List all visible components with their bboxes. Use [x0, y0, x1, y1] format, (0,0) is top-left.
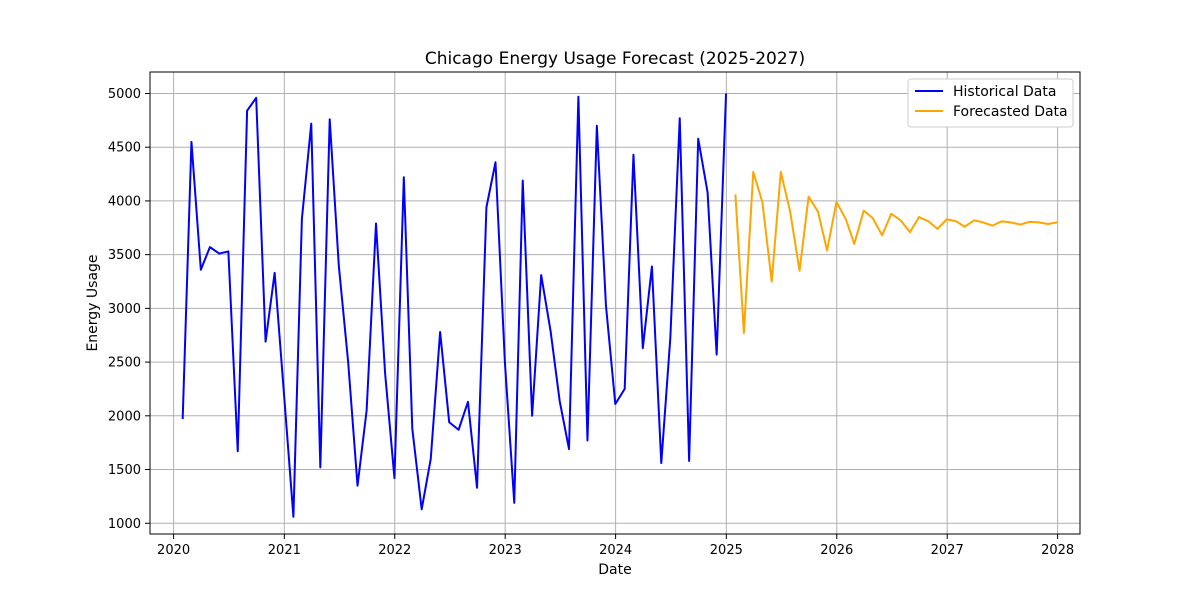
y-tick-label: 4500 [108, 141, 141, 156]
x-tick-label: 2024 [599, 543, 632, 558]
y-tick-label: 5000 [108, 87, 141, 102]
x-tick-label: 2025 [710, 543, 743, 558]
y-axis-label: Energy Usage [85, 254, 101, 351]
chart-title: Chicago Energy Usage Forecast (2025-2027… [425, 49, 805, 69]
y-tick-label: 2000 [108, 409, 141, 424]
legend-box [907, 78, 1074, 128]
plot-frame [149, 71, 1081, 535]
y-tick-label: 3000 [108, 302, 141, 317]
historical-data-line [181, 93, 728, 518]
legend-forecast-label: Forecasted Data [953, 104, 1068, 120]
y-tick-label: 1000 [108, 517, 141, 532]
legend: Historical Data Forecasted Data [907, 78, 1074, 128]
x-tick-label: 2023 [489, 543, 522, 558]
y-tick-label: 4000 [108, 194, 141, 209]
y-tick-label: 1500 [108, 463, 141, 478]
series-lines [181, 93, 1058, 518]
x-tick-label: 2026 [820, 543, 853, 558]
x-axis-label: Date [598, 562, 631, 578]
legend-historical-label: Historical Data [953, 84, 1056, 100]
x-tick-label: 2020 [157, 543, 190, 558]
y-tick-label: 3500 [108, 248, 141, 263]
x-tick-label: 2022 [378, 543, 411, 558]
x-tick-label: 2027 [931, 543, 964, 558]
y-tick-label: 2500 [108, 356, 141, 371]
x-axis-ticks: 2020 2021 2022 2023 2024 2025 2026 2027 2028 [157, 534, 1074, 558]
x-tick-label: 2028 [1041, 543, 1074, 558]
grid-lines [150, 72, 1080, 534]
x-tick-label: 2021 [268, 543, 301, 558]
forecasted-data-line [734, 170, 1058, 335]
y-axis-ticks: 1000 1500 2000 2500 3000 3500 4000 4500 5000 [108, 87, 150, 532]
